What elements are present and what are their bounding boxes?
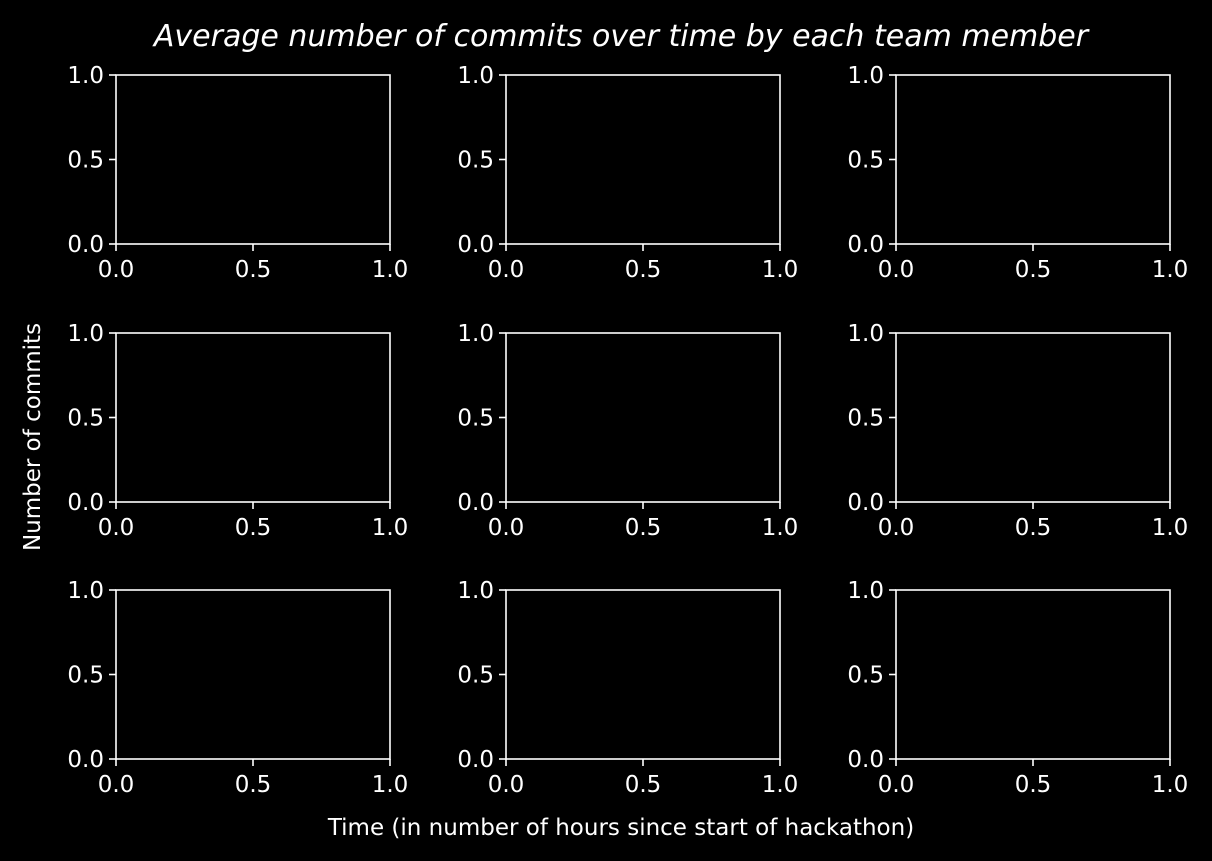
subplot-r1c3: 0.0 0.5 1.0 0.0 0.5 1.0 xyxy=(847,63,1188,283)
x-axis-label: Time (in number of hours since start of … xyxy=(327,815,914,841)
subplot-r3c1-xtick-label-2: 1.0 xyxy=(372,772,409,798)
subplot-r2c2-ytick-label-2: 1.0 xyxy=(457,321,494,347)
subplot-r2c3-ytick-label-0: 0.0 xyxy=(847,490,884,516)
subplot-r1c2-xtick-label-2: 1.0 xyxy=(762,257,799,283)
subplot-r1c1-xtick-label-0: 0.0 xyxy=(98,257,135,283)
subplot-r1c2-xtick-label-0: 0.0 xyxy=(488,257,525,283)
subplot-r3c3-ytick-label-1: 0.5 xyxy=(847,663,884,689)
subplot-r3c3-xtick-label-2: 1.0 xyxy=(1152,772,1189,798)
subplot-r1c3-ytick-label-1: 0.5 xyxy=(847,148,884,174)
subplot-r3c3-ytick-label-2: 1.0 xyxy=(847,578,884,604)
subplot-r1c1-ytick-label-2: 1.0 xyxy=(67,63,104,89)
subplot-r1c2: 0.0 0.5 1.0 0.0 0.5 1.0 xyxy=(457,63,798,283)
subplot-r1c3-xtick-label-0: 0.0 xyxy=(878,257,915,283)
subplot-grid: 0.0 0.5 1.00.00.51.00.0 0.5 1.00.00.51.00.0 0… xyxy=(67,63,1188,798)
subplot-r1c1-xtick-label-2: 1.0 xyxy=(372,257,409,283)
subplot-r2c2: 0.0 0.5 1.0 0.0 0.5 1.0 xyxy=(457,321,798,541)
subplot-r2c3-ytick-label-1: 0.5 xyxy=(847,406,884,432)
subplot-r1c3-xtick-label-2: 1.0 xyxy=(1152,257,1189,283)
subplot-r1c2-ytick-label-0: 0.0 xyxy=(457,232,494,258)
subplot-r2c2-ytick-label-1: 0.5 xyxy=(457,406,494,432)
subplot-r3c1-xtick-label-0: 0.0 xyxy=(98,772,135,798)
subplot-r2c1-ytick-label-1: 0.5 xyxy=(67,406,104,432)
subplot-r1c1-xtick-label-1: 0.5 xyxy=(235,257,272,283)
subplot-r2c3-ytick-label-2: 1.0 xyxy=(847,321,884,347)
subplot-r2c3-xtick-label-0: 0.0 xyxy=(878,515,915,541)
subplot-r2c1-xtick-label-0: 0.0 xyxy=(98,515,135,541)
subplot-r1c2-ytick-label-1: 0.5 xyxy=(457,148,494,174)
subplot-r3c1-xtick-label-1: 0.5 xyxy=(235,772,272,798)
subplot-r1c3-xtick-label-1: 0.5 xyxy=(1015,257,1052,283)
subplot-r3c1-ytick-label-2: 1.0 xyxy=(67,578,104,604)
subplot-r3c3-xtick-label-0: 0.0 xyxy=(878,772,915,798)
subplot-r3c1-ytick-label-1: 0.5 xyxy=(67,663,104,689)
subplot-r3c2-ytick-label-2: 1.0 xyxy=(457,578,494,604)
subplot-r2c2-xtick-label-2: 1.0 xyxy=(762,515,799,541)
subplot-r3c1-ytick-label-0: 0.0 xyxy=(67,747,104,773)
subplot-r2c1-xtick-label-1: 0.5 xyxy=(235,515,272,541)
subplot-r1c3-ytick-label-2: 1.0 xyxy=(847,63,884,89)
subplot-r1c1-ytick-label-0: 0.0 xyxy=(67,232,104,258)
subplot-r2c3-xtick-label-1: 0.5 xyxy=(1015,515,1052,541)
subplot-r3c3: 0.0 0.5 1.0 0.0 0.5 1.0 xyxy=(847,578,1188,798)
subplot-r3c1: 0.0 0.5 1.0 0.0 0.5 1.0 xyxy=(67,578,408,798)
subplot-r3c3-ytick-label-0: 0.0 xyxy=(847,747,884,773)
subplot-r1c1: 0.0 0.5 1.0 0.0 0.5 1.0 xyxy=(67,63,408,283)
subplot-r3c2-ytick-label-1: 0.5 xyxy=(457,663,494,689)
subplot-r1c3-ytick-label-0: 0.0 xyxy=(847,232,884,258)
subplot-r2c1-ytick-label-2: 1.0 xyxy=(67,321,104,347)
subplot-r3c2-ytick-label-0: 0.0 xyxy=(457,747,494,773)
subplot-r2c3-xtick-label-2: 1.0 xyxy=(1152,515,1189,541)
figure-title: Average number of commits over time by e… xyxy=(152,19,1090,54)
subplot-r2c2-xtick-label-1: 0.5 xyxy=(625,515,662,541)
subplot-r3c2: 0.0 0.5 1.0 0.0 0.5 1.0 xyxy=(457,578,798,798)
subplot-r1c2-xtick-label-1: 0.5 xyxy=(625,257,662,283)
subplot-r3c2-xtick-label-1: 0.5 xyxy=(625,772,662,798)
subplot-r1c2-ytick-label-2: 1.0 xyxy=(457,63,494,89)
subplot-r2c3: 0.0 0.5 1.0 0.0 0.5 1.0 xyxy=(847,321,1188,541)
subplot-r3c3-xtick-label-1: 0.5 xyxy=(1015,772,1052,798)
subplot-r3c2-xtick-label-2: 1.0 xyxy=(762,772,799,798)
subplot-r2c1-ytick-label-0: 0.0 xyxy=(67,490,104,516)
subplot-r2c1: 0.0 0.5 1.0 0.0 0.5 1.0 xyxy=(67,321,408,541)
subplot-r3c2-xtick-label-0: 0.0 xyxy=(488,772,525,798)
subplot-r2c2-xtick-label-0: 0.0 xyxy=(488,515,525,541)
y-axis-label: Number of commits xyxy=(20,323,46,551)
subplot-r2c2-ytick-label-0: 0.0 xyxy=(457,490,494,516)
subplot-r1c1-ytick-label-1: 0.5 xyxy=(67,148,104,174)
subplot-r2c1-xtick-label-2: 1.0 xyxy=(372,515,409,541)
